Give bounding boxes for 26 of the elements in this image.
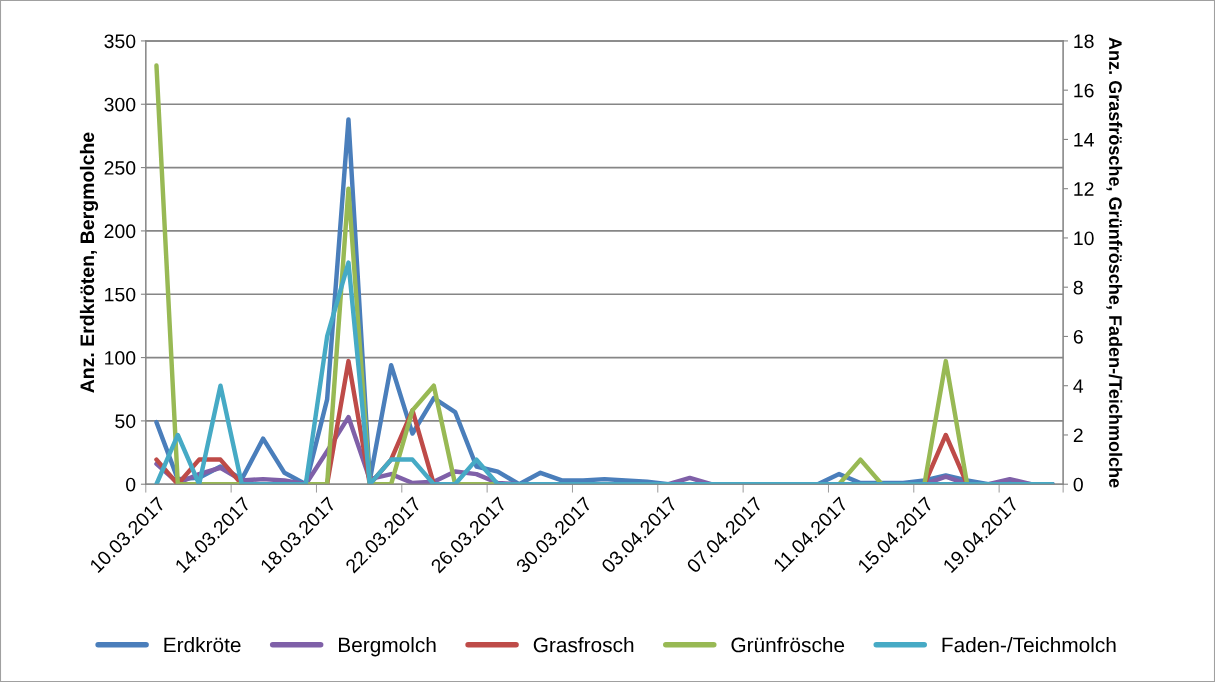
y-tick-label: 150: [105, 287, 136, 302]
y2-tick-label: 8: [1073, 280, 1083, 295]
y2-tick-label: 10: [1074, 231, 1094, 246]
y-tick-label: 250: [104, 161, 136, 175]
y-tick-label: 300: [104, 97, 136, 112]
legend-label: Grasfrosch: [533, 637, 634, 653]
legend-label: Faden-/Teichmolch: [942, 637, 1116, 653]
y2-tick-label: 2: [1073, 428, 1083, 443]
y-tick-label: 100: [105, 351, 136, 365]
y-tick-label: 0: [126, 477, 136, 492]
y2-axis-title: Anz. Grasfrösche, Grünfrösche, Faden-/Teichmolche: [1106, 37, 1123, 488]
legend-label: Erdkröte: [164, 637, 241, 653]
y2-tick-label: 0: [1073, 477, 1083, 492]
y2-tick-label: 12: [1074, 182, 1094, 196]
legend-label: Bergmolch: [339, 637, 436, 657]
y2-tick-label: 18: [1074, 34, 1094, 49]
y-tick-label: 350: [104, 34, 136, 49]
y2-tick-label: 16: [1074, 83, 1094, 98]
y-tick-label: 200: [104, 224, 136, 239]
legend-label: Grünfrösche: [731, 637, 845, 653]
line-series: [154, 260, 1055, 485]
y2-tick-label: 6: [1073, 329, 1083, 344]
y-axis-title: Anz. Erdkröten, Bergmolche: [79, 132, 99, 393]
y-tick-label: 50: [115, 414, 136, 429]
y2-tick-label: 14: [1074, 133, 1094, 147]
y2-tick-label: 4: [1073, 379, 1084, 393]
